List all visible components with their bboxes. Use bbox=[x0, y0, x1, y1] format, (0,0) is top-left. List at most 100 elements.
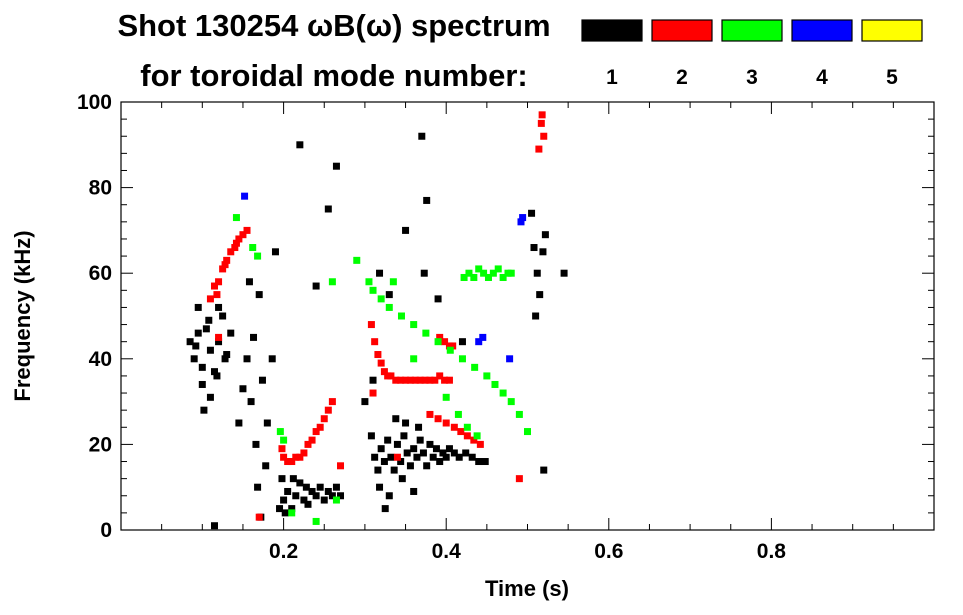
mode-2-point bbox=[476, 440, 484, 448]
mode-2-point bbox=[371, 338, 379, 346]
mode-3-point bbox=[483, 372, 491, 380]
mode-2-point bbox=[377, 359, 385, 367]
mode-2-point bbox=[324, 406, 332, 414]
mode-2-point bbox=[387, 372, 395, 380]
mode-2-point bbox=[397, 376, 405, 384]
mode-1-point bbox=[392, 415, 400, 423]
legend-label-4: 4 bbox=[816, 66, 828, 89]
mode-1-point bbox=[398, 475, 406, 483]
mode-2-point bbox=[219, 265, 227, 273]
mode-1-point bbox=[276, 505, 284, 513]
mode-1-point bbox=[426, 440, 434, 448]
mode-1-point bbox=[205, 316, 213, 324]
mode-3-point bbox=[312, 517, 320, 525]
mode-1-point bbox=[376, 269, 384, 277]
mode-1-point bbox=[206, 393, 214, 401]
mode-1-point bbox=[312, 282, 320, 290]
mode-1-point bbox=[450, 449, 458, 457]
mode-1-point bbox=[429, 453, 437, 461]
mode-3-point bbox=[328, 278, 336, 286]
mode-1-point bbox=[393, 440, 401, 448]
mode-2-point bbox=[402, 376, 410, 384]
mode-1-point bbox=[198, 380, 206, 388]
mode-1-point bbox=[221, 355, 229, 363]
mode-2-point bbox=[445, 376, 453, 384]
mode-2-point bbox=[538, 111, 546, 119]
mode-3-point bbox=[410, 355, 418, 363]
y-tick-label: 40 bbox=[89, 348, 112, 371]
mode-1-point bbox=[316, 483, 324, 491]
mode-2-point bbox=[442, 419, 450, 427]
mode-3-point bbox=[507, 269, 515, 277]
mode-1-point bbox=[332, 483, 340, 491]
mode-1-point bbox=[243, 355, 251, 363]
mode-3-point bbox=[484, 273, 492, 281]
mode-3-point bbox=[454, 410, 462, 418]
mode-2-point bbox=[210, 282, 218, 290]
mode-1-point bbox=[423, 462, 431, 470]
mode-3-point bbox=[332, 496, 340, 504]
mode-1-point bbox=[324, 205, 332, 213]
mode-2-point bbox=[374, 351, 382, 359]
mode-1-point bbox=[415, 423, 423, 431]
mode-1-point bbox=[475, 458, 483, 466]
mode-3-point bbox=[389, 278, 397, 286]
mode-1-point bbox=[468, 453, 476, 461]
mode-3-point bbox=[465, 269, 473, 277]
mode-3-point bbox=[499, 389, 507, 397]
mode-1-point bbox=[413, 453, 421, 461]
mode-1-point bbox=[258, 376, 266, 384]
mode-1-point bbox=[481, 458, 489, 466]
mode-3-point bbox=[471, 363, 479, 371]
mode-1-point bbox=[186, 338, 194, 346]
mode-1-point bbox=[239, 385, 247, 393]
mode-3-point bbox=[458, 355, 466, 363]
legend-swatch-2 bbox=[651, 19, 713, 42]
mode-1-point bbox=[381, 505, 389, 513]
mode-1-point bbox=[215, 338, 223, 346]
mode-2-point bbox=[235, 235, 243, 243]
chart-title-line1: Shot 130254 ωB(ω) spectrum bbox=[117, 8, 550, 43]
mode-3-point bbox=[446, 346, 454, 354]
mode-2-point bbox=[457, 428, 465, 436]
mode-2-point bbox=[411, 376, 419, 384]
mode-2-point bbox=[239, 231, 247, 239]
mode-1-point bbox=[367, 432, 375, 440]
mode-2-point bbox=[393, 453, 401, 461]
mode-2-point bbox=[206, 295, 214, 303]
mode-2-point bbox=[312, 428, 320, 436]
mode-1-point bbox=[532, 312, 540, 320]
mode-1-point bbox=[528, 209, 536, 217]
mode-2-point bbox=[441, 376, 449, 384]
mode-1-point bbox=[308, 487, 316, 495]
mode-1-point bbox=[445, 445, 453, 453]
mode-2-point bbox=[449, 342, 457, 350]
mode-2-point bbox=[280, 453, 288, 461]
y-tick-label: 0 bbox=[100, 519, 112, 542]
mode-2-point bbox=[255, 513, 263, 521]
y-tick-label: 80 bbox=[89, 177, 112, 200]
mode-1-point bbox=[536, 291, 544, 299]
mode-3-point bbox=[369, 286, 377, 294]
mode-1-point bbox=[361, 398, 369, 406]
plot-frame bbox=[120, 101, 935, 531]
mode-1-point bbox=[245, 278, 253, 286]
mode-1-point bbox=[541, 231, 549, 239]
mode-1-point bbox=[210, 368, 218, 376]
mode-1-point bbox=[206, 346, 214, 354]
mode-2-point bbox=[426, 410, 434, 418]
mode-1-point bbox=[304, 500, 312, 508]
mode-1-point bbox=[281, 509, 289, 517]
mode-3-point bbox=[470, 273, 478, 281]
mode-2-point bbox=[223, 256, 231, 264]
mode-1-point bbox=[410, 487, 418, 495]
mode-2-point bbox=[436, 372, 444, 380]
legend-swatch-1 bbox=[581, 19, 643, 42]
mode-1-point bbox=[432, 445, 440, 453]
y-tick-label: 20 bbox=[89, 433, 112, 456]
mode-2-point bbox=[515, 475, 523, 483]
mode-3-point bbox=[507, 398, 515, 406]
mode-1-point bbox=[296, 141, 304, 149]
mode-3-point bbox=[353, 256, 361, 264]
mode-2-point bbox=[308, 436, 316, 444]
